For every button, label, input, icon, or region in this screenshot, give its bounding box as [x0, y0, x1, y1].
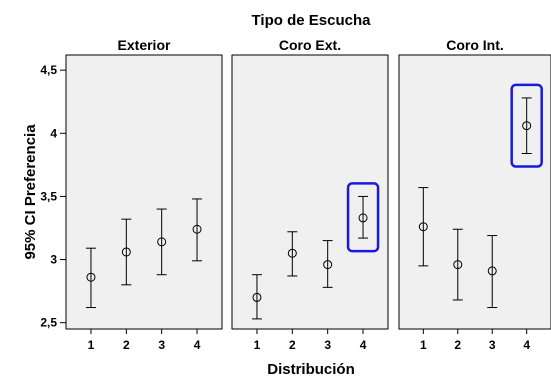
- panel-2-x-tick-label: 2: [289, 338, 296, 352]
- panel-3-mean-point-1: [418, 222, 428, 232]
- y-tick-label: 4: [50, 126, 57, 140]
- panel-2-mean-point-2: [287, 248, 297, 258]
- panel-2-plot-area: [231, 54, 389, 330]
- panel-2-x-tick-label: 4: [360, 338, 367, 352]
- panel-3-mean-point-4: [522, 121, 532, 131]
- panel-2-mean-point-4: [358, 213, 368, 223]
- panel-1-x-tick-label: 4: [194, 338, 201, 352]
- panel-3-x-tick-label: 4: [523, 338, 530, 352]
- panel-1-x-tick-label: 1: [88, 338, 95, 352]
- panel-2-highlight-box: [346, 182, 380, 253]
- y-tick-label: 3: [50, 253, 57, 267]
- panel-1-plot-area: [65, 54, 223, 330]
- panel-2-x-tick-label: 1: [254, 338, 261, 352]
- panel-1-x-tick-label: 2: [123, 338, 130, 352]
- panel-1-title: Exterior: [118, 37, 171, 53]
- panel-2-mean-point-1: [252, 292, 262, 302]
- y-tick-label: 2,5: [40, 316, 57, 330]
- panel-3-mean-point-2: [453, 260, 463, 270]
- panel-2-x-tick-label: 3: [324, 338, 331, 352]
- panel-3-plot-area: [398, 54, 551, 330]
- panel-1-mean-point-2: [121, 247, 131, 257]
- panel-1-x-tick-label: 3: [158, 338, 165, 352]
- panel-3-mean-point-3: [487, 266, 497, 276]
- facet-title: Tipo de Escucha: [252, 12, 372, 29]
- x-axis-label: Distribución: [267, 361, 355, 378]
- panel-1-mean-point-3: [157, 237, 167, 247]
- y-axis-label: 95% CI Preferencia: [22, 124, 39, 260]
- panel-2-title: Coro Ext.: [279, 37, 341, 53]
- y-tick-label: 3,5: [40, 189, 57, 203]
- panels: 2,5 3 3,5 4 4,5 Exterior 1 2 3 4 Coro Ext. 1 2 3 4 Coro…: [40, 37, 551, 352]
- panel-2-mean-point-3: [323, 260, 333, 270]
- y-tick-label: 4,5: [40, 63, 57, 77]
- panel-3-x-tick-label: 3: [489, 338, 496, 352]
- panel-1-mean-point-4: [192, 224, 202, 234]
- panel-3-x-tick-label: 2: [454, 338, 461, 352]
- panel-3-title: Coro Int.: [446, 37, 504, 53]
- panel-1-mean-point-1: [86, 272, 96, 282]
- panel-3-highlight-box: [510, 83, 543, 168]
- panel-3-x-tick-label: 1: [420, 338, 427, 352]
